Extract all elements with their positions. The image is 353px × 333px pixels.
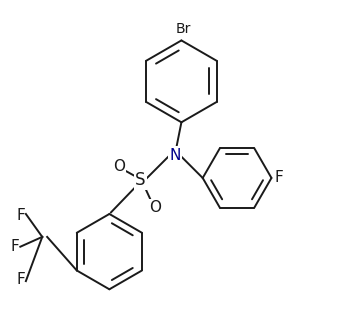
- Text: O: O: [149, 200, 161, 215]
- Text: F: F: [274, 170, 283, 185]
- Text: F: F: [10, 239, 19, 254]
- Text: Br: Br: [175, 22, 191, 36]
- Text: F: F: [17, 208, 25, 223]
- Text: S: S: [135, 170, 146, 188]
- Text: N: N: [169, 148, 180, 163]
- Text: O: O: [113, 159, 125, 174]
- Text: F: F: [17, 272, 25, 287]
